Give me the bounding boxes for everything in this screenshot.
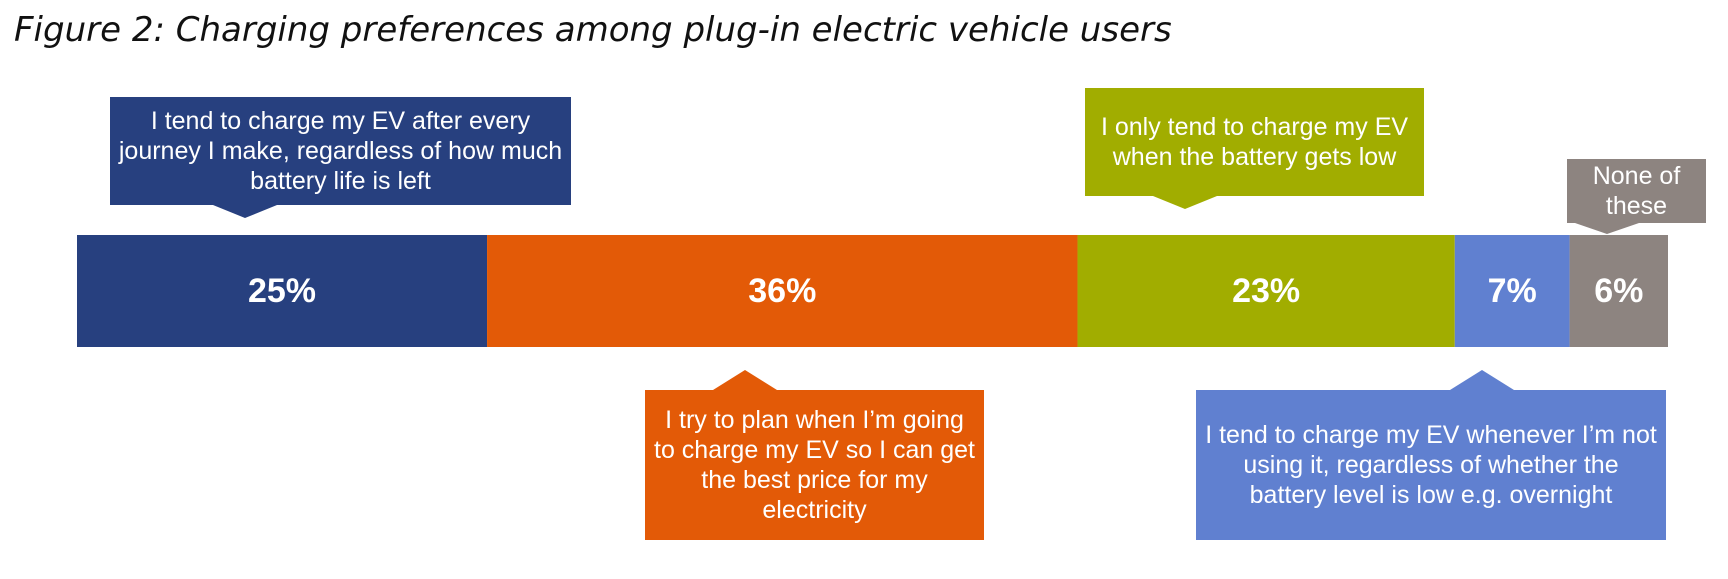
callout-pointer	[1450, 370, 1514, 390]
chart-title: Figure 2: Charging preferences among plu…	[14, 10, 1172, 50]
value-label: 7%	[1488, 272, 1537, 310]
bar-segment	[77, 235, 488, 347]
callout-pointer	[1575, 223, 1639, 234]
bar-segment	[1569, 235, 1668, 347]
callout: I tend to charge my EV whenever I’m not …	[1196, 390, 1666, 540]
callout: I only tend to charge my EV when the bat…	[1085, 88, 1424, 196]
callout-pointer	[713, 370, 777, 390]
bar-segment	[1454, 235, 1570, 347]
callout: None of these	[1567, 159, 1706, 223]
callout: I try to plan when I’m going to charge m…	[645, 390, 984, 540]
value-label: 6%	[1594, 272, 1643, 310]
value-label: 36%	[748, 272, 816, 310]
bar-segment	[1077, 235, 1455, 347]
value-label: 23%	[1232, 272, 1300, 310]
value-label: 25%	[248, 272, 316, 310]
callout-pointer	[213, 205, 277, 218]
callout: I tend to charge my EV after every journ…	[110, 97, 571, 205]
callout-pointer	[1153, 196, 1217, 209]
bar-segment	[487, 235, 1078, 347]
